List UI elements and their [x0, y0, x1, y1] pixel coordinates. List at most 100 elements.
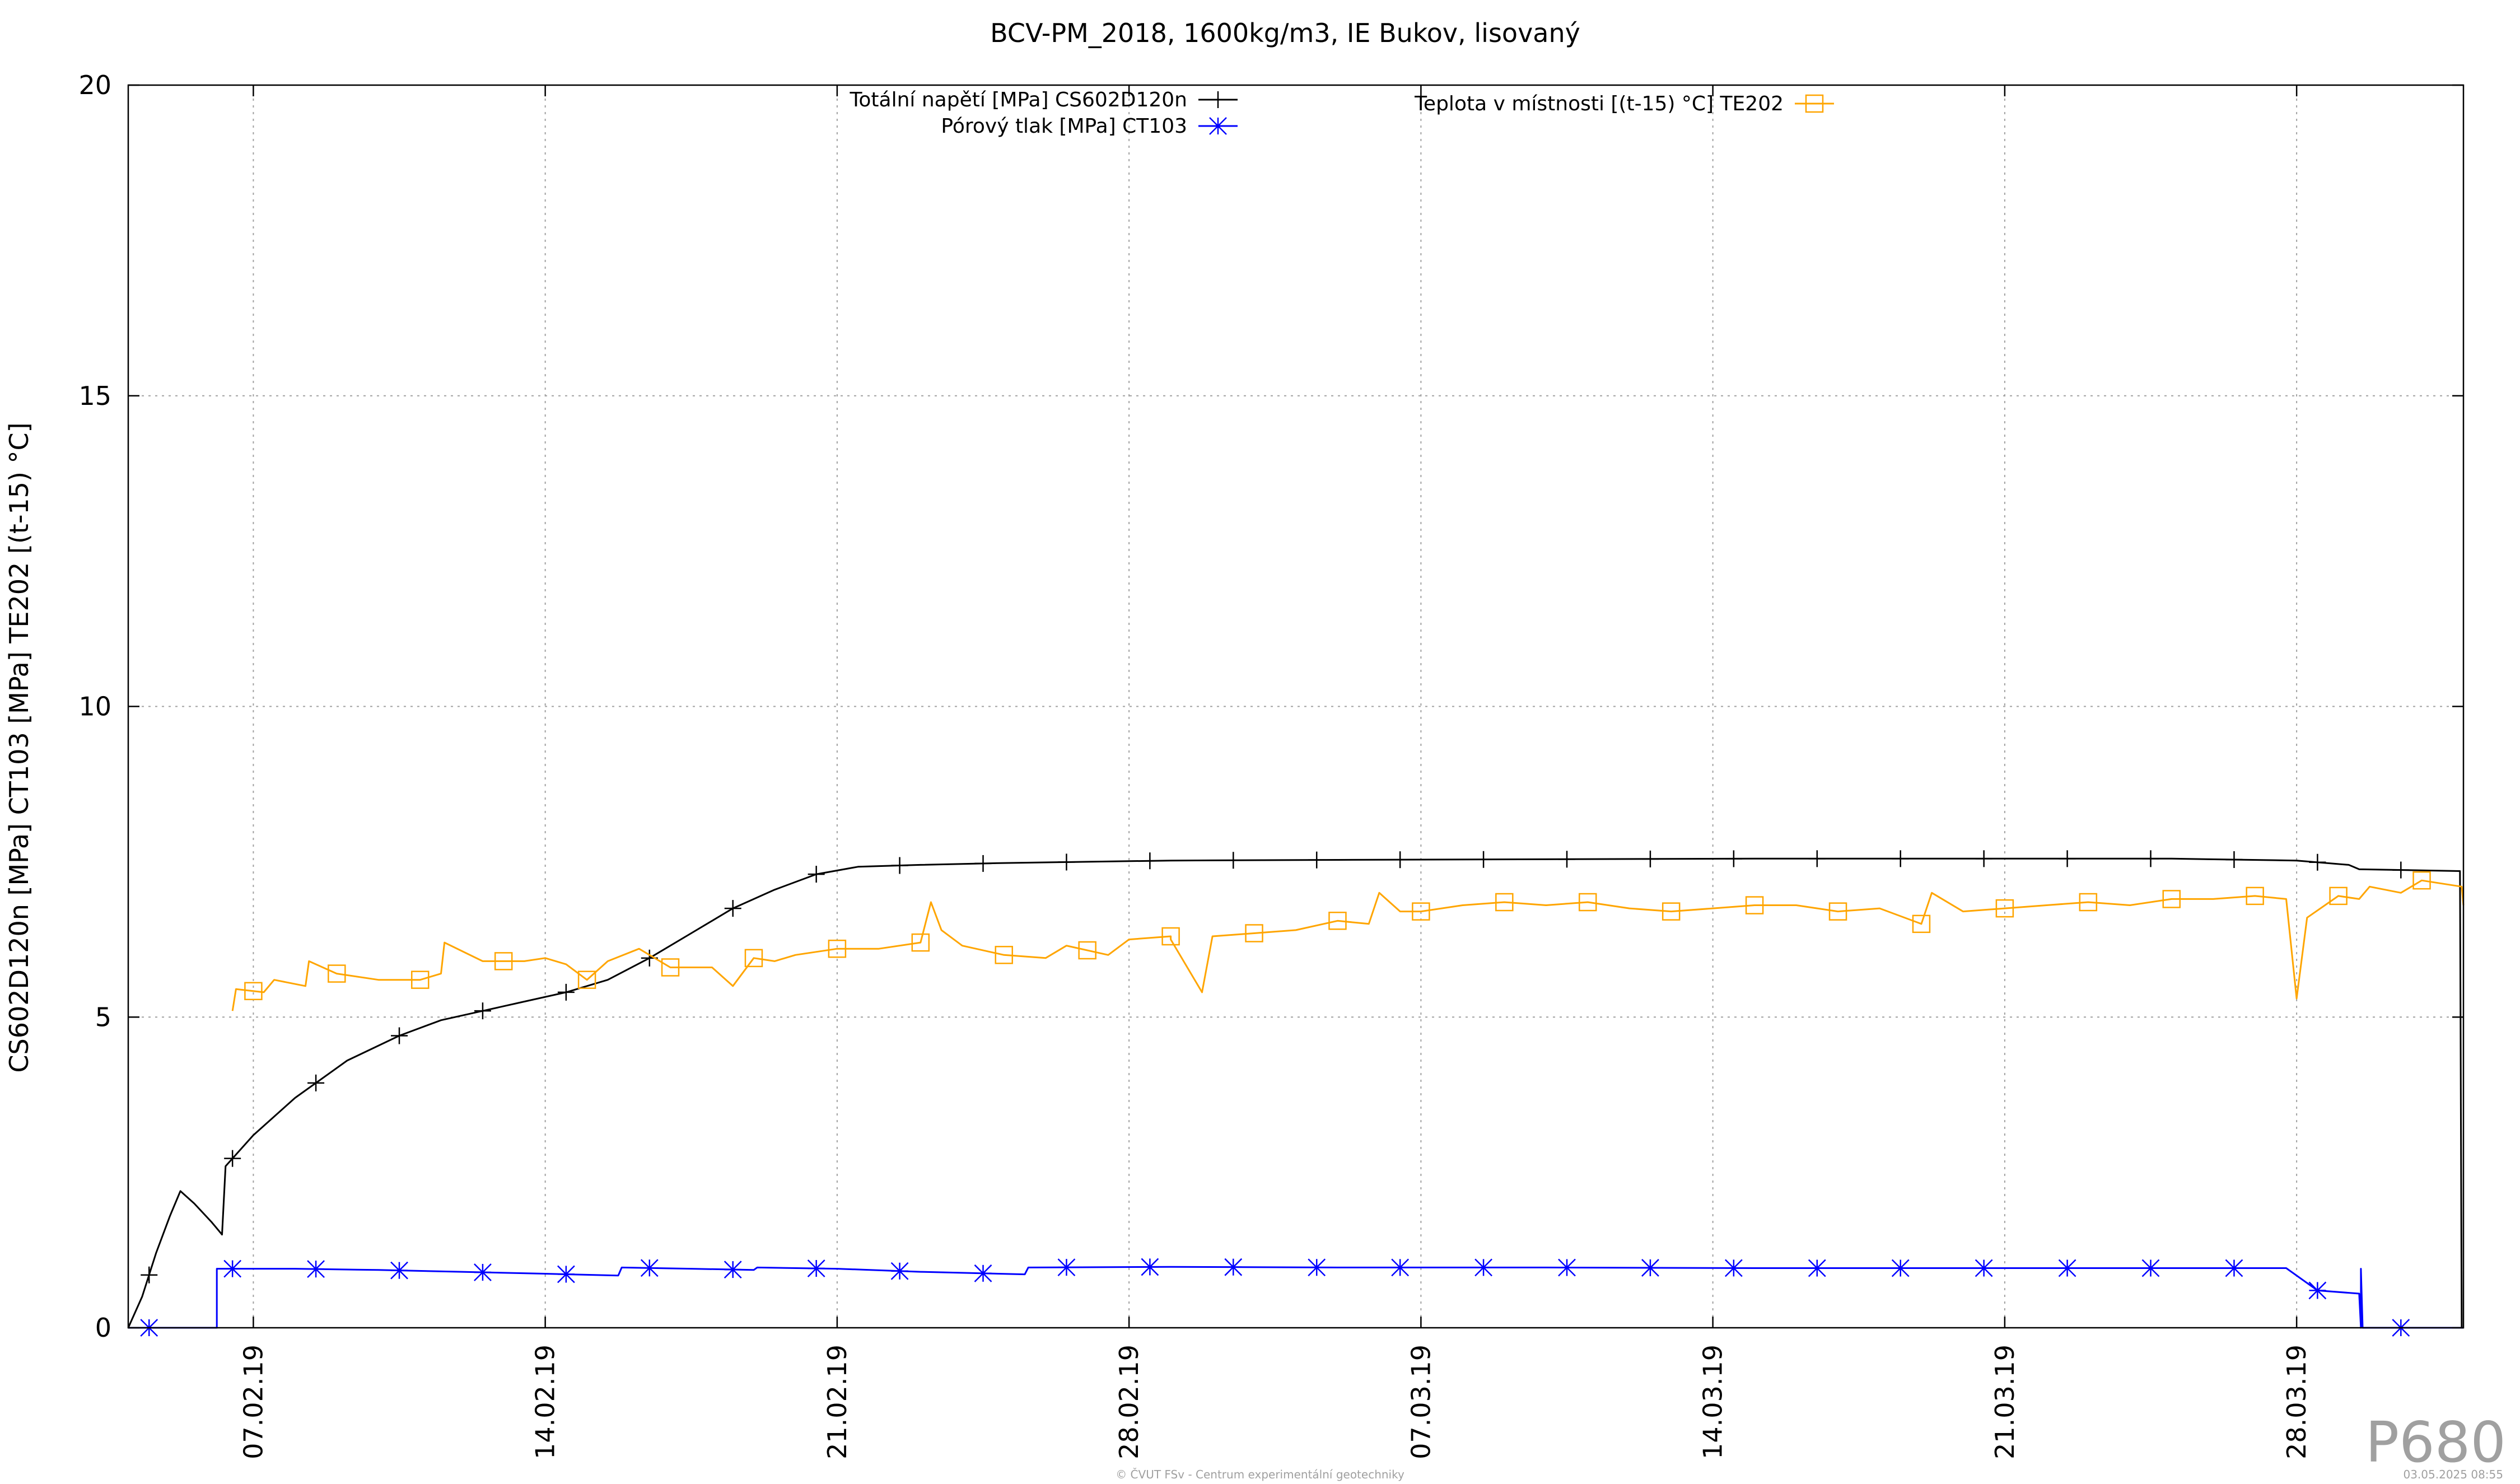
data-point	[2246, 886, 2264, 906]
series-2	[128, 1258, 2463, 1337]
marker-stroke	[1391, 1258, 1410, 1277]
marker-stroke	[2162, 890, 2181, 908]
marker-stroke	[1662, 902, 1681, 921]
y-axis-label: CS602D120n [MPa] CT103 [MPa] TE202 [(t-1…	[4, 422, 34, 1072]
data-point	[1725, 850, 1742, 867]
data-point	[2059, 850, 2076, 867]
marker-stroke	[1828, 902, 1847, 921]
marker-stroke	[1558, 1258, 1576, 1277]
data-point	[1161, 927, 1180, 946]
data-point	[911, 933, 930, 952]
marker-stroke	[1745, 896, 1764, 914]
data-point	[557, 1265, 575, 1284]
data-point	[2141, 1259, 2160, 1277]
data-point	[2058, 1259, 2076, 1277]
legend-entry-1: Totální napětí [MPa] CS602D120n	[850, 88, 1238, 111]
data-point	[577, 970, 596, 989]
data-point	[141, 1266, 158, 1284]
marker-stroke	[494, 952, 513, 970]
data-point	[223, 1259, 242, 1278]
marker-stroke	[1724, 1259, 1743, 1277]
data-point	[411, 970, 430, 989]
marker-stroke	[390, 1261, 408, 1280]
data-point	[2079, 893, 2098, 912]
legend-label: Totální napětí [MPa] CS602D120n	[850, 88, 1187, 111]
data-point	[1224, 1258, 1243, 1276]
data-point	[1225, 852, 1242, 869]
marker-stroke	[828, 939, 847, 958]
marker-stroke	[974, 1264, 992, 1282]
data-point	[1558, 1258, 1576, 1277]
data-point	[808, 866, 825, 883]
marker-stroke	[2246, 886, 2264, 906]
marker-stroke	[1161, 927, 1180, 946]
chart-title: BCV-PM_2018, 1600kg/m3, IE Bukov, lisova…	[990, 18, 1580, 48]
data-point	[1558, 851, 1576, 868]
marker-stroke	[1995, 899, 2014, 918]
data-point	[1392, 851, 1409, 869]
marker-stroke	[724, 1261, 742, 1278]
data-point	[474, 1002, 491, 1020]
x-tick-label: 07.03.19	[1406, 1345, 1436, 1459]
marker-stroke	[1891, 1259, 1910, 1277]
marker-stroke	[1141, 1258, 1159, 1276]
data-point	[1057, 1258, 1076, 1276]
data-point	[2308, 1281, 2327, 1300]
data-point	[390, 1261, 408, 1280]
x-tick-label: 14.03.19	[1698, 1345, 1728, 1459]
marker-stroke	[2308, 1281, 2327, 1300]
marker-stroke	[557, 1265, 575, 1284]
data-point	[1641, 1259, 1659, 1277]
legend: Totální napětí [MPa] CS602D120n Pórový tl…	[850, 88, 1834, 138]
data-point	[1210, 91, 1226, 108]
marker-stroke	[995, 946, 1013, 964]
marker-stroke	[744, 949, 763, 968]
marker-stroke	[474, 1263, 492, 1281]
data-point	[744, 949, 763, 968]
data-point	[1975, 1259, 1993, 1277]
data-point	[1308, 1258, 1326, 1277]
data-point	[2392, 861, 2410, 879]
marker-stroke	[1209, 117, 1227, 135]
axes: 0 5 10 15 20 07.02.19 14.02.19 21.02.19 28.02.19…	[78, 70, 2463, 1459]
series-1	[127, 850, 2463, 1328]
data-point	[1745, 896, 1764, 914]
marker-stroke	[2058, 1259, 2076, 1277]
data-point	[2142, 850, 2159, 867]
data-point	[807, 1259, 825, 1277]
marker-stroke	[411, 970, 430, 989]
x-tick-label: 21.02.19	[822, 1345, 852, 1459]
watermark: P680	[2365, 1410, 2506, 1475]
footer-copyright: © ČVUT FSv - Centrum experimentální geot…	[1116, 1468, 1404, 1481]
data-point	[1328, 912, 1347, 930]
marker-stroke	[2225, 1259, 2243, 1277]
y-tick-label: 20	[78, 70, 111, 100]
series-line	[127, 857, 2463, 1328]
data-point	[724, 1261, 742, 1278]
data-point	[974, 855, 992, 872]
data-point	[328, 964, 346, 983]
marker-stroke	[2329, 886, 2348, 906]
marker-stroke	[807, 1259, 825, 1277]
marker-stroke	[890, 1262, 909, 1280]
data-point	[1141, 1258, 1159, 1276]
marker-stroke	[2412, 871, 2431, 890]
marker-stroke	[307, 1260, 325, 1278]
data-point	[1892, 850, 1909, 867]
data-point	[1058, 853, 1075, 871]
data-point	[391, 1027, 408, 1044]
data-point	[557, 983, 575, 1001]
data-point	[1808, 850, 1826, 867]
marker-stroke	[577, 970, 596, 989]
marker-stroke	[1057, 1258, 1076, 1276]
marker-stroke	[1579, 893, 1597, 912]
legend-label: Pórový tlak [MPa] CT103	[941, 115, 1187, 138]
data-point	[1245, 924, 1263, 942]
data-point	[307, 1260, 325, 1278]
marker-stroke	[2141, 1259, 2160, 1277]
data-point	[2412, 871, 2431, 890]
data-point	[1078, 941, 1096, 960]
marker-stroke	[1078, 941, 1096, 960]
data-point	[1391, 1258, 1410, 1277]
data-point	[2309, 853, 2326, 871]
